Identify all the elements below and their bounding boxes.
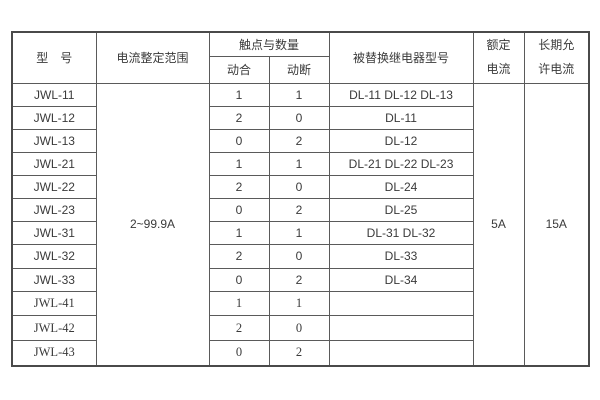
header-rated-current: 额定 电流	[472, 31, 525, 84]
replaced-model-cell: DL-24	[328, 174, 474, 200]
table-row: JWL-12 2 0 DL-11	[11, 105, 589, 130]
no-contacts-cell: 1	[208, 290, 270, 317]
relay-spec-table: 型 号 电流整定范围 触点与数量 被替换继电器型号 额定 电流 长期允 许电流 …	[11, 31, 591, 367]
replaced-model-cell: DL-11 DL-12 DL-13	[328, 82, 474, 107]
rated-current-value: 5A	[472, 82, 525, 367]
nc-contacts-cell: 1	[268, 82, 330, 107]
replaced-model-cell: DL-25	[328, 198, 474, 223]
no-contacts-cell: 0	[208, 267, 270, 292]
model-cell: JWL-31	[11, 221, 97, 246]
header-normally-closed: 动断	[268, 55, 330, 84]
model-cell: JWL-23	[11, 198, 97, 223]
replaced-model-cell	[328, 339, 474, 367]
model-cell: JWL-43	[11, 339, 97, 367]
replaced-model-cell	[328, 315, 474, 341]
model-cell: JWL-41	[11, 290, 97, 317]
table-row: JWL-42 2 0	[11, 315, 589, 341]
header-row-sub: 动合 动断	[12, 55, 589, 84]
model-cell: JWL-21	[11, 151, 97, 177]
nc-contacts-cell: 2	[268, 198, 330, 223]
model-cell: JWL-33	[11, 267, 97, 292]
nc-contacts-cell: 2	[268, 339, 330, 367]
no-contacts-cell: 1	[208, 151, 270, 177]
table-row: JWL-11 2~99.9A 1 1 DL-11 DL-12 DL-13 5A …	[11, 82, 590, 367]
nc-contacts-cell: 0	[268, 244, 330, 269]
no-contacts-cell: 1	[208, 82, 270, 107]
no-contacts-cell: 2	[208, 105, 270, 130]
replaced-model-cell: DL-21 DL-22 DL-23	[328, 151, 474, 177]
no-contacts-cell: 2	[208, 174, 270, 200]
table-row: JWL-41 1 1	[11, 290, 589, 317]
no-contacts-cell: 0	[208, 339, 270, 367]
model-cell: JWL-42	[11, 315, 97, 341]
header-replaced-relay-model: 被替换继电器型号	[328, 31, 474, 84]
nc-contacts-cell: 2	[268, 128, 330, 153]
no-contacts-cell: 2	[208, 244, 270, 269]
no-contacts-cell: 0	[208, 128, 270, 153]
nc-contacts-cell: 1	[268, 151, 330, 177]
no-contacts-cell: 0	[208, 198, 270, 223]
header-row-top: 型 号 电流整定范围 触点与数量 被替换继电器型号 额定 电流 长期允 许电流	[11, 31, 590, 84]
table-row: JWL-33 0 2 DL-34	[11, 267, 589, 292]
nc-contacts-cell: 0	[268, 315, 330, 341]
nc-contacts-cell: 2	[268, 267, 330, 292]
replaced-model-cell: DL-11	[328, 105, 474, 130]
nc-contacts-cell: 1	[268, 290, 330, 317]
header-model: 型 号	[11, 31, 97, 84]
nc-contacts-cell: 1	[268, 221, 330, 246]
model-cell: JWL-12	[11, 105, 97, 130]
replaced-model-cell: DL-34	[328, 267, 474, 292]
header-long-term-current: 长期允 许电流	[523, 31, 590, 84]
no-contacts-cell: 1	[208, 221, 270, 246]
table-row: JWL-43 0 2	[11, 339, 589, 367]
model-cell: JWL-11	[11, 82, 97, 107]
header-current-setting-range: 电流整定范围	[95, 31, 210, 84]
replaced-model-cell	[328, 290, 474, 317]
table-row: JWL-21 1 1 DL-21 DL-22 DL-23	[11, 151, 589, 177]
long-term-current-value: 15A	[523, 82, 590, 367]
nc-contacts-cell: 0	[268, 174, 330, 200]
header-contacts-quantity: 触点与数量	[208, 31, 330, 57]
current-setting-range-value: 2~99.9A	[95, 82, 210, 367]
no-contacts-cell: 2	[208, 315, 270, 341]
nc-contacts-cell: 0	[268, 105, 330, 130]
replaced-model-cell: DL-12	[328, 128, 474, 153]
replaced-model-cell: DL-31 DL-32	[328, 221, 474, 246]
replaced-model-cell: DL-33	[328, 244, 474, 269]
header-normally-open: 动合	[208, 55, 270, 84]
table-row: JWL-23 0 2 DL-25	[11, 198, 589, 223]
model-cell: JWL-32	[11, 244, 97, 269]
model-cell: JWL-13	[11, 128, 97, 153]
model-cell: JWL-22	[11, 174, 97, 200]
